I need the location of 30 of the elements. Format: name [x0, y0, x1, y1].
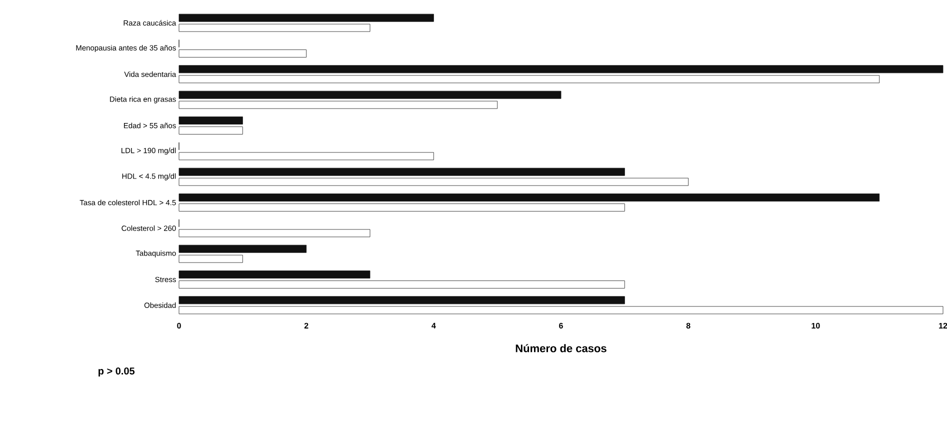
- bar: [178, 270, 370, 278]
- bar: [178, 14, 434, 22]
- text: p > 0.05: [98, 367, 135, 377]
- bar: [178, 116, 243, 124]
- bar: [178, 24, 370, 32]
- bar: [178, 126, 243, 134]
- bar: [178, 280, 625, 288]
- bar: [178, 204, 625, 212]
- x-tick-label: 12: [939, 322, 947, 328]
- bar: [178, 296, 625, 304]
- x-axis-title: Número de casos: [516, 344, 606, 352]
- bar: [178, 75, 880, 84]
- bar: [178, 178, 689, 186]
- x-tick-label: 8: [686, 322, 690, 329]
- bar: [178, 100, 498, 109]
- bar: [178, 90, 562, 99]
- x-tick-label: 4: [432, 322, 436, 328]
- bar: [178, 229, 370, 238]
- bar: [178, 152, 434, 160]
- bar: [178, 254, 243, 263]
- x-tick-label: 0: [177, 322, 181, 329]
- bar: [178, 306, 944, 314]
- x-tick-label: 10: [812, 322, 820, 329]
- bar: [178, 194, 880, 202]
- bar: [178, 168, 625, 176]
- bar: [178, 244, 307, 253]
- bar: [178, 65, 944, 74]
- bar: [178, 50, 307, 58]
- x-tick-label: 2: [304, 322, 308, 328]
- x-tick-label: 6: [559, 322, 563, 329]
